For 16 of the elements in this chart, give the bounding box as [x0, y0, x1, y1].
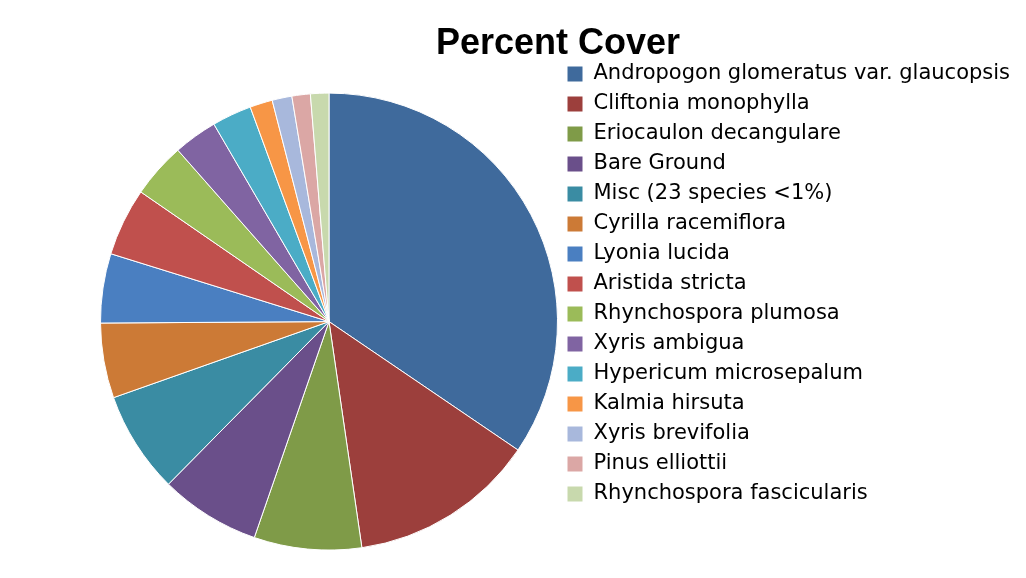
- legend-label: Rhynchospora fascicularis: [593, 480, 868, 505]
- legend-label: Xyris ambigua: [593, 330, 745, 355]
- legend-label: Cyrilla racemiflora: [593, 210, 787, 235]
- legend-label: Kalmia hirsuta: [593, 390, 745, 415]
- legend-label: Bare Ground: [593, 150, 726, 175]
- legend-label: Hypericum microsepalum: [593, 360, 863, 385]
- chart-title: Percent Cover: [435, 20, 681, 62]
- legend-label: Pinus elliottii: [593, 450, 728, 475]
- legend-label: Aristida stricta: [593, 270, 747, 295]
- legend-label: Rhynchospora plumosa: [593, 300, 840, 325]
- legend-label: Misc (23 species <1%): [593, 180, 833, 205]
- legend-label: Andropogon glomeratus var. glaucopsis: [593, 60, 1011, 85]
- legend-label: Lyonia lucida: [593, 240, 730, 265]
- legend-label: Cliftonia monophylla: [593, 90, 810, 115]
- legend-label: Xyris brevifolia: [593, 420, 750, 445]
- legend-label: Eriocaulon decangulare: [593, 120, 841, 145]
